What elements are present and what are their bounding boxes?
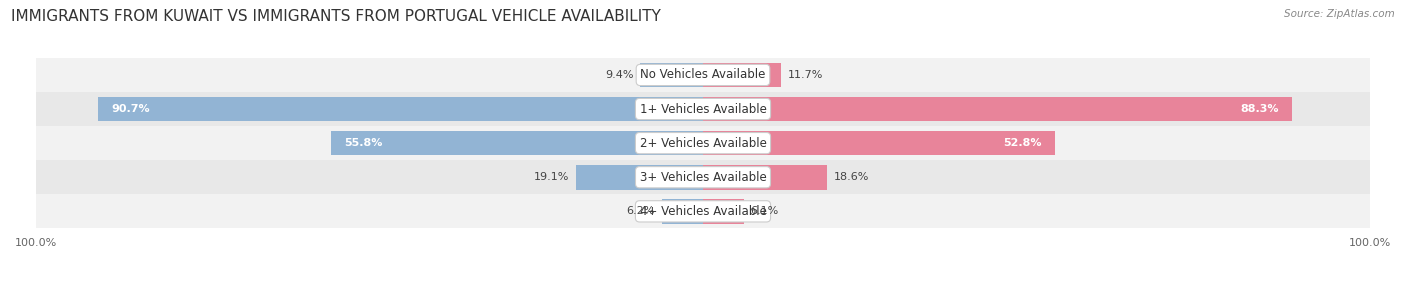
Bar (330, 131, 703, 155)
Text: No Vehicles Available: No Vehicles Available (640, 68, 766, 82)
Bar (37, 126, 1369, 160)
Bar (640, 63, 703, 87)
Text: IMMIGRANTS FROM KUWAIT VS IMMIGRANTS FROM PORTUGAL VEHICLE AVAILABILITY: IMMIGRANTS FROM KUWAIT VS IMMIGRANTS FRO… (11, 9, 661, 23)
Bar (662, 199, 703, 224)
Text: 88.3%: 88.3% (1240, 104, 1278, 114)
Bar (575, 165, 703, 190)
Bar (703, 63, 780, 87)
Bar (98, 97, 703, 121)
Bar (703, 97, 1292, 121)
Text: 19.1%: 19.1% (534, 172, 569, 182)
Text: Source: ZipAtlas.com: Source: ZipAtlas.com (1284, 9, 1395, 19)
Text: 1+ Vehicles Available: 1+ Vehicles Available (640, 103, 766, 116)
Text: 90.7%: 90.7% (111, 104, 150, 114)
Text: 11.7%: 11.7% (787, 70, 823, 80)
Bar (703, 165, 827, 190)
Bar (37, 58, 1369, 92)
Text: 55.8%: 55.8% (344, 138, 382, 148)
Text: 9.4%: 9.4% (605, 70, 634, 80)
Bar (37, 160, 1369, 194)
Text: 3+ Vehicles Available: 3+ Vehicles Available (640, 171, 766, 184)
Bar (37, 194, 1369, 229)
Text: 18.6%: 18.6% (834, 172, 869, 182)
Bar (703, 199, 744, 224)
Text: 4+ Vehicles Available: 4+ Vehicles Available (640, 205, 766, 218)
Text: 2+ Vehicles Available: 2+ Vehicles Available (640, 137, 766, 150)
Text: 6.2%: 6.2% (627, 206, 655, 216)
Text: 6.1%: 6.1% (751, 206, 779, 216)
Bar (703, 131, 1054, 155)
Bar (37, 92, 1369, 126)
Text: 52.8%: 52.8% (1004, 138, 1042, 148)
